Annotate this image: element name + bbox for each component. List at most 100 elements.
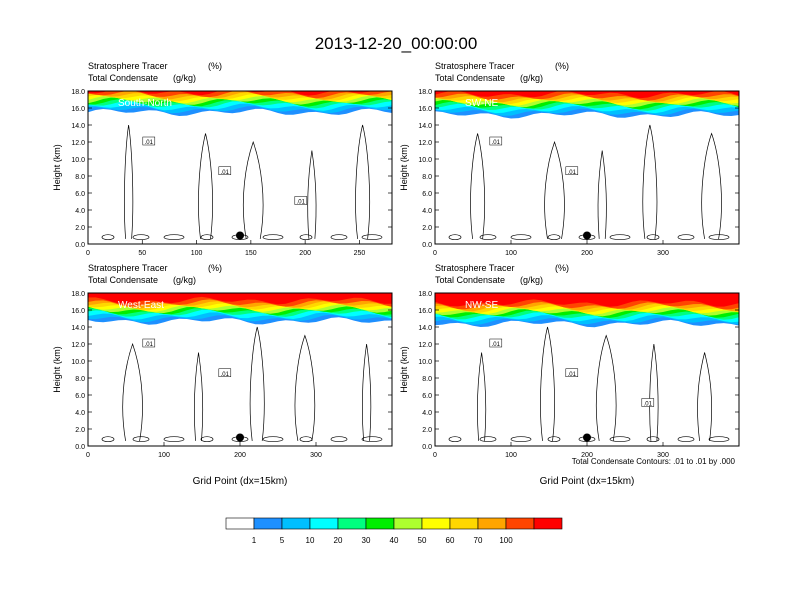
contour-blob — [708, 436, 730, 443]
y-tick-label: 6.0 — [422, 191, 432, 198]
plot-area: .01 .01 West-East — [88, 293, 392, 446]
contour-line — [355, 124, 371, 239]
contour-blob — [330, 436, 348, 443]
panel-west-east: Stratosphere Tracer (%) Total Condensate (g… — [52, 263, 393, 487]
y-axis-label: Height (km) — [52, 346, 62, 393]
colorbar-label: 50 — [418, 536, 427, 545]
y-tick-label: 8.0 — [75, 376, 85, 383]
subtitle-tracer-unit: (%) — [555, 263, 569, 273]
y-tick-label: 4.0 — [75, 208, 85, 215]
contour-label-box — [294, 196, 308, 205]
colorbar-swatch — [393, 517, 423, 530]
location-marker — [236, 231, 244, 240]
contour-label-box — [565, 368, 579, 377]
y-axis-label: Height (km) — [399, 144, 409, 191]
x-axis-label: Grid Point (dx=15km) — [193, 476, 288, 487]
y-tick-label: 18.0 — [71, 291, 85, 298]
y-tick-label: 12.0 — [418, 140, 432, 147]
y-axis-label: Height (km) — [52, 144, 62, 191]
plot-area: .01 .01 .01 South-North — [88, 91, 392, 244]
panels: Stratosphere Tracer (%) Total Condensate (g… — [52, 61, 740, 487]
y-tick-label: 4.0 — [75, 410, 85, 417]
plot-area: .01 .01 SW-NE — [435, 91, 739, 244]
colorbar-swatch — [533, 517, 563, 530]
plot-area: .01 .01 .01 NW-SE — [435, 293, 739, 446]
contour-line — [249, 326, 265, 441]
colorbar-swatch — [449, 517, 479, 530]
y-tick-label: 2.0 — [422, 225, 432, 232]
subtitle-tracer: Stratosphere Tracer — [88, 263, 168, 273]
contour-blob — [200, 234, 214, 241]
subtitle-condensate-unit: (g/kg) — [173, 73, 196, 83]
contour-blob — [646, 234, 660, 241]
y-tick-label: 8.0 — [75, 174, 85, 181]
panel-nw-se: Stratosphere Tracer (%) Total Condensate (g… — [399, 263, 740, 487]
x-tick-label: 200 — [581, 250, 593, 257]
plot-background — [435, 91, 739, 244]
contour-blob — [547, 436, 561, 443]
contour-line — [540, 326, 555, 441]
contour-label: .01 — [145, 342, 154, 348]
panel-south-north: Stratosphere Tracer (%) Total Condensate (g… — [52, 61, 393, 257]
x-tick-label: 250 — [354, 250, 366, 257]
y-tick-label: 16.0 — [71, 106, 85, 113]
figure-title: 2013-12-20_00:00:00 — [315, 34, 478, 53]
contour-blob — [299, 234, 313, 241]
y-tick-label: 4.0 — [422, 208, 432, 215]
contour-label: .01 — [297, 200, 306, 206]
contour-label: .01 — [221, 372, 230, 378]
contour-label: .01 — [492, 140, 501, 146]
contour-line — [362, 343, 372, 441]
subtitle-tracer: Stratosphere Tracer — [88, 61, 168, 71]
contour-label: .01 — [492, 342, 501, 348]
colorbar-swatch — [421, 517, 451, 530]
subtitle-condensate: Total Condensate — [88, 73, 158, 83]
subtitle-tracer-unit: (%) — [555, 61, 569, 71]
colorbar-swatch — [309, 517, 339, 530]
y-tick-label: 2.0 — [75, 225, 85, 232]
contour-blob — [547, 234, 561, 241]
subtitle-tracer-unit: (%) — [208, 61, 222, 71]
colorbar-label: 70 — [474, 536, 483, 545]
y-tick-label: 18.0 — [71, 89, 85, 96]
contour-blob — [448, 436, 462, 443]
tracer-band-10 — [435, 293, 739, 307]
contour-label-box — [641, 398, 655, 407]
contour-blob — [361, 436, 383, 443]
contour-line — [198, 133, 213, 239]
contour-blob — [163, 234, 185, 241]
contour-blob — [361, 234, 383, 241]
y-tick-label: 10.0 — [418, 359, 432, 366]
x-tick-label: 0 — [433, 452, 437, 459]
y-tick-label: 10.0 — [418, 157, 432, 164]
contour-label-box — [218, 166, 232, 175]
panel-label: South-North — [118, 98, 172, 109]
contour-line — [122, 342, 143, 441]
subtitle-tracer: Stratosphere Tracer — [435, 263, 515, 273]
y-tick-label: 0.0 — [422, 242, 432, 249]
y-tick-label: 2.0 — [422, 427, 432, 434]
contour-line — [595, 334, 617, 441]
contour-line — [544, 140, 565, 239]
contour-line — [470, 133, 486, 239]
contour-label: .01 — [568, 372, 577, 378]
condensate-contours — [101, 326, 383, 443]
plot-frame — [87, 90, 393, 245]
y-tick-label: 14.0 — [418, 325, 432, 332]
y-tick-label: 10.0 — [71, 157, 85, 164]
tracer-band-10 — [88, 91, 392, 96]
contour-blob — [101, 234, 115, 241]
y-tick-label: 6.0 — [422, 393, 432, 400]
location-marker — [583, 231, 591, 240]
colorbar: 1 5 10 20 30 40 50 60 70 100 — [225, 517, 563, 545]
colorbar-swatch — [505, 517, 535, 530]
y-tick-label: 12.0 — [71, 342, 85, 349]
condensate-contours — [101, 124, 383, 241]
x-tick-label: 150 — [245, 250, 257, 257]
y-tick-label: 4.0 — [422, 410, 432, 417]
x-tick-label: 100 — [191, 250, 203, 257]
contour-blob — [646, 436, 660, 443]
contour-line — [242, 140, 264, 239]
x-tick-label: 200 — [299, 250, 311, 257]
y-tick-label: 0.0 — [75, 444, 85, 451]
